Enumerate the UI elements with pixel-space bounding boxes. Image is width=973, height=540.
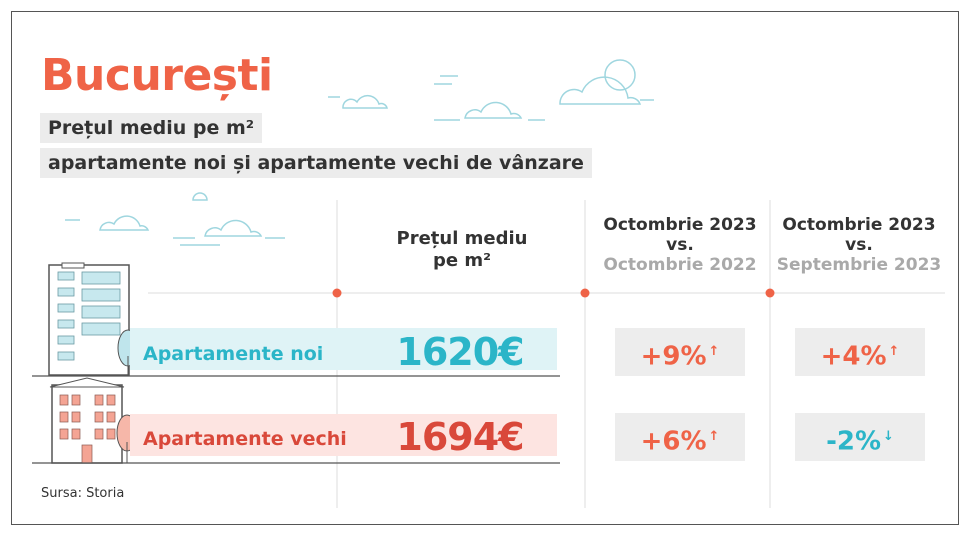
mom-header-line2: vs. xyxy=(845,235,873,255)
new-apartments-yoy-value: +9% xyxy=(640,341,707,372)
old-apartments-price: 1694€ xyxy=(396,415,524,459)
new-apartments-band xyxy=(130,328,557,370)
new-apartments-price: 1620€ xyxy=(396,330,524,374)
old-apartments-label: Apartamente vechi xyxy=(143,428,347,450)
arrow-up-icon: ↑ xyxy=(708,429,720,444)
yoy-header-line1: Octombrie 2023 xyxy=(603,215,757,235)
divider-dot-3 xyxy=(765,288,775,298)
subtitle-line-1: Prețul mediu pe m² xyxy=(40,113,263,143)
yoy-header-line3: Octombrie 2022 xyxy=(603,255,757,275)
new-apartments-label: Apartamente noi xyxy=(143,343,324,365)
arrow-down-icon: ↓ xyxy=(883,429,894,444)
mom-header-line1: Octombrie 2023 xyxy=(782,215,936,235)
price-header-line1: Prețul mediu xyxy=(396,228,528,249)
old-apartments-band xyxy=(130,414,557,456)
divider-dot-2 xyxy=(580,288,590,298)
old-building-illustration xyxy=(32,377,560,464)
new-apartments-mom-box: +4% ↑ xyxy=(795,328,925,376)
arrow-up-icon: ↑ xyxy=(888,344,900,359)
old-apartments-yoy-value: +6% xyxy=(640,426,707,457)
price-header-line2: pe m² xyxy=(433,250,491,271)
yoy-column-header: Octombrie 2023 vs. Octombrie 2022 xyxy=(595,215,765,275)
mom-header-line3: Septembrie 2023 xyxy=(776,255,942,275)
divider-dot-1 xyxy=(332,288,342,298)
clouds xyxy=(65,59,654,246)
source-note: Sursa: Storia xyxy=(41,486,125,501)
new-apartments-mom-value: +4% xyxy=(820,341,887,372)
subtitle-line-2: apartamente noi și apartamente vechi de … xyxy=(40,148,592,178)
price-column-header: Prețul mediu pe m² xyxy=(362,228,562,272)
arrow-up-icon: ↑ xyxy=(708,344,720,359)
old-apartments-yoy-box: +6% ↑ xyxy=(615,413,745,461)
old-apartments-mom-value: -2% xyxy=(826,426,882,457)
new-apartments-yoy-box: +9% ↑ xyxy=(615,328,745,376)
old-apartments-mom-box: -2% ↓ xyxy=(795,413,925,461)
mom-column-header: Octombrie 2023 vs. Septembrie 2023 xyxy=(775,215,943,275)
yoy-header-line2: vs. xyxy=(666,235,694,255)
city-title: București xyxy=(41,50,273,101)
